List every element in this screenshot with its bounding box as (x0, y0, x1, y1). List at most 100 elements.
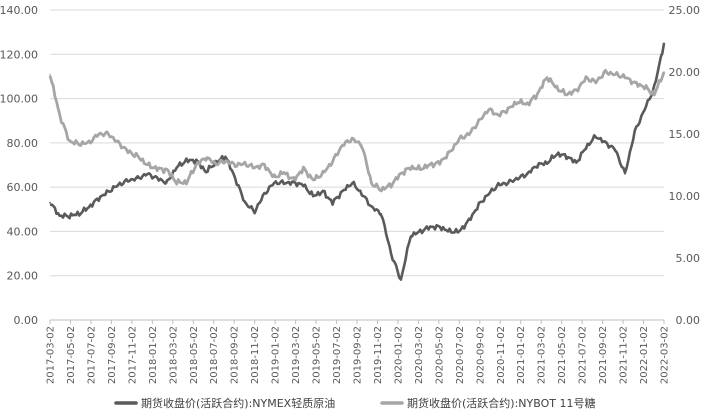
data-point (312, 195, 314, 197)
data-point (653, 86, 656, 89)
data-point (136, 155, 139, 158)
data-point (468, 219, 470, 222)
data-point (195, 164, 197, 166)
data-point (292, 179, 295, 181)
data-point (166, 181, 168, 184)
left-y-tick-label: 20.00 (7, 270, 39, 283)
x-tick-label: 2019-03-02 (291, 326, 302, 384)
data-point (244, 201, 246, 204)
series-line-sugar (48, 68, 666, 193)
data-point (175, 181, 178, 184)
data-point (380, 212, 383, 215)
data-point (614, 148, 617, 151)
data-point (556, 87, 558, 89)
data-point (312, 179, 314, 181)
left-y-tick-label: 0.00 (14, 314, 39, 327)
legend-item-sugar: 期货收盘价(活跃合约):NYBOT 11号糖 (380, 396, 595, 410)
data-point (487, 108, 490, 110)
x-tick-label: 2020-05-02 (434, 326, 445, 384)
x-tick-label: 2021-05-02 (557, 326, 568, 384)
data-point (331, 201, 334, 204)
data-point (575, 162, 578, 164)
data-point (292, 181, 295, 184)
data-point (234, 164, 236, 166)
legend-label-crude-oil: 期货收盘价(活跃合约):NYMEX轻质原油 (141, 396, 335, 410)
data-point (624, 173, 626, 175)
data-point (136, 177, 139, 180)
data-point (205, 156, 207, 159)
data-point (185, 181, 188, 184)
data-point (546, 76, 548, 78)
data-point (565, 93, 568, 96)
data-point (536, 164, 539, 166)
data-point (370, 182, 373, 185)
data-point (478, 120, 480, 123)
data-point (224, 160, 227, 163)
x-tick-label: 2019-09-02 (353, 326, 364, 384)
left-y-tick-label: 100.00 (0, 93, 38, 106)
data-point (322, 172, 324, 175)
data-point (634, 131, 636, 133)
data-point (166, 169, 168, 171)
data-point (302, 184, 305, 186)
data-point (585, 77, 587, 79)
data-point (663, 71, 665, 73)
data-point (400, 279, 402, 281)
data-point (117, 141, 119, 144)
data-point (585, 146, 587, 149)
x-tick-label: 2018-01-02 (148, 326, 159, 384)
x-tick-label: 2018-05-02 (189, 326, 200, 384)
x-tick-label: 2020-09-02 (475, 326, 486, 384)
data-point (341, 144, 344, 146)
data-point (263, 164, 266, 166)
data-point (536, 93, 539, 96)
data-point (97, 133, 100, 135)
x-tick-label: 2022-01-02 (639, 326, 650, 384)
data-point (263, 193, 266, 195)
data-point (331, 160, 334, 163)
left-y-tick-label: 80.00 (7, 137, 39, 150)
data-point (283, 181, 285, 184)
data-point (156, 177, 158, 180)
data-point (497, 114, 500, 117)
data-point (302, 167, 305, 170)
x-tick-label: 2018-09-02 (230, 326, 241, 384)
data-point (643, 108, 646, 111)
x-tick-label: 2019-05-02 (312, 326, 323, 384)
data-point (88, 141, 90, 144)
x-tick-label: 2018-07-02 (209, 326, 220, 384)
right-y-tick-label: 25.00 (669, 4, 701, 17)
left-y-tick-label: 140.00 (0, 4, 38, 17)
left-y-axis-tick-labels: 0.00 20.00 40.00 60.00 80.00 100.00 120.00 140.… (0, 4, 38, 327)
data-point (390, 252, 392, 255)
right-y-tick-label: 20.00 (669, 66, 701, 79)
x-tick-label: 2021-03-02 (537, 326, 548, 384)
data-point (224, 155, 227, 157)
x-tick-label: 2019-07-02 (332, 326, 343, 384)
data-point (49, 73, 51, 76)
data-point (448, 151, 451, 154)
data-point (273, 176, 276, 179)
data-point (458, 138, 461, 140)
data-point (439, 161, 441, 164)
right-y-tick-label: 5.00 (676, 252, 701, 265)
x-tick-label: 2017-07-02 (86, 326, 97, 384)
legend-item-crude-oil: 期货收盘价(活跃合约):NYMEX轻质原油 (114, 396, 335, 410)
data-point (624, 76, 626, 78)
data-point (78, 212, 80, 215)
data-point (195, 159, 197, 162)
data-point (361, 193, 363, 195)
data-point (341, 190, 344, 193)
data-point (409, 166, 412, 169)
data-point (127, 179, 129, 182)
data-point (185, 159, 188, 162)
x-axis-tick-labels: 2017-03-02 2017-05-02 2017-07-02 2017-09-02… (46, 320, 671, 384)
data-point (487, 193, 490, 195)
data-point (517, 101, 519, 103)
data-point (78, 143, 80, 145)
x-tick-label: 2017-05-02 (66, 326, 77, 384)
series-lines (48, 42, 666, 281)
data-point (468, 133, 470, 135)
data-point (400, 172, 402, 175)
